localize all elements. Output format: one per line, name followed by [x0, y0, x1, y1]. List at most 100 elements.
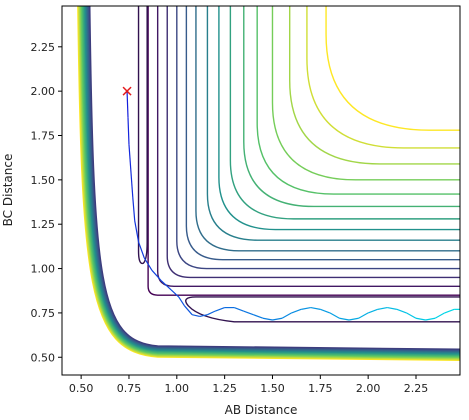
- trajectory-segment: [151, 269, 162, 282]
- y-tick-label: 1.50: [31, 174, 56, 187]
- trajectory-segment: [191, 314, 200, 318]
- trajectory-segment: [134, 220, 140, 243]
- contour-line: [206, 6, 460, 241]
- wall-contour-line: [89, 6, 460, 350]
- x-tick-label: 2.25: [404, 382, 429, 395]
- contour-line: [176, 6, 460, 270]
- start-marker-stroke: [122, 86, 132, 96]
- y-tick-label: 2.25: [31, 41, 56, 54]
- trajectory-segment: [434, 312, 445, 319]
- contour-line: [289, 6, 460, 165]
- contour-line: [156, 6, 460, 287]
- x-axis-label: AB Distance: [225, 403, 298, 417]
- trajectory-segment: [132, 197, 136, 221]
- x-tick-label: 0.50: [69, 382, 94, 395]
- x-tick-label: 0.75: [117, 382, 142, 395]
- trajectory-segment: [425, 317, 436, 321]
- contour-line: [256, 6, 460, 195]
- x-tick-label: 1.50: [260, 382, 285, 395]
- y-axis-label: BC Distance: [1, 154, 15, 227]
- trajectory-segment: [126, 91, 129, 118]
- x-tick-label: 1.75: [308, 382, 333, 395]
- start-marker: [122, 86, 132, 96]
- x-tick-label: 1.25: [212, 382, 237, 395]
- wall-contour-line: [85, 6, 460, 354]
- x-tick-label: 2.00: [356, 382, 381, 395]
- contour-lines: [77, 6, 460, 362]
- wall-contour-line: [81, 6, 460, 358]
- contour-line: [218, 6, 460, 231]
- trajectory-segment: [128, 144, 132, 172]
- trajectory-segment: [415, 317, 426, 321]
- y-tick-label: 1.75: [31, 130, 56, 143]
- trajectory-segment: [339, 317, 350, 321]
- contour-line: [306, 6, 460, 149]
- wall-contour-line: [86, 6, 460, 353]
- trajectory-segment: [358, 312, 369, 319]
- trajectory-segment: [137, 241, 145, 259]
- wall-contour-line: [80, 6, 460, 359]
- wall-contour-line: [84, 6, 460, 355]
- trajectory-segment: [127, 117, 130, 145]
- y-tick-label: 1.25: [31, 218, 56, 231]
- trajectory-segment: [143, 257, 153, 271]
- wall-contour-line: [85, 6, 460, 353]
- wall-contour-line: [83, 6, 460, 356]
- wall-contour-line: [77, 6, 460, 361]
- y-tick-label: 0.75: [31, 307, 56, 320]
- x-tick-label: 1.00: [165, 382, 190, 395]
- y-tick-label: 1.00: [31, 263, 56, 276]
- contour-line: [271, 6, 460, 181]
- trajectory-segment: [291, 308, 302, 314]
- trajectory-segment: [130, 170, 134, 198]
- trajectory-segment: [310, 306, 321, 310]
- wall-contour-line: [78, 6, 460, 360]
- y-tick-label: 2.00: [31, 85, 56, 98]
- contour-line: [147, 6, 460, 296]
- contour-line: [137, 6, 148, 265]
- trajectory-segment: [253, 314, 264, 319]
- trajectory-segment: [243, 310, 254, 316]
- trajectory-segment: [272, 317, 283, 321]
- contour-line: [195, 6, 460, 252]
- contour-line: [185, 6, 460, 261]
- wall-contour-line: [81, 6, 460, 357]
- wall-contour-line: [82, 6, 460, 356]
- trajectory-segment: [199, 314, 208, 318]
- trajectory-segment: [329, 312, 340, 319]
- wall-contour-line: [88, 6, 460, 351]
- contour-line: [243, 6, 460, 208]
- plot-frame: [61, 5, 461, 376]
- trajectory-segment: [207, 310, 216, 316]
- contour-line: [166, 6, 460, 279]
- contour-line: [229, 6, 460, 220]
- trajectory-segment: [281, 312, 292, 319]
- trajectory-segment: [320, 308, 331, 314]
- trajectory-segment: [406, 312, 417, 319]
- trajectory-segment: [262, 317, 273, 321]
- contour-line: [185, 296, 460, 323]
- trajectory-segment: [377, 306, 388, 310]
- trajectory-segment: [170, 289, 180, 298]
- y-axis: 0.50 0.75 1.00 1.25 1.50 1.75 2.00 2.25: [31, 41, 62, 364]
- y-tick-label: 0.50: [31, 351, 56, 364]
- trajectory-segment: [214, 307, 225, 312]
- contour-line: [325, 6, 460, 131]
- wall-contour-line: [87, 6, 460, 352]
- trajectory-segment: [184, 305, 193, 316]
- trajectory-segment: [348, 317, 359, 321]
- wall-contour-line: [79, 6, 460, 359]
- trajectory-segment: [234, 307, 244, 312]
- trajectory: [126, 91, 460, 321]
- trajectory-segment: [396, 308, 407, 314]
- trajectory-segment: [387, 306, 397, 310]
- trajectory-segment: [301, 306, 311, 310]
- wall-contour-line: [77, 6, 460, 362]
- trajectory-segment: [367, 308, 378, 314]
- trajectory-segment: [161, 280, 172, 291]
- trajectory-segment: [444, 308, 455, 314]
- trajectory-segment: [178, 296, 185, 307]
- x-axis: 0.50 0.75 1.00 1.25 1.50 1.75 2.00 2.25: [69, 375, 428, 395]
